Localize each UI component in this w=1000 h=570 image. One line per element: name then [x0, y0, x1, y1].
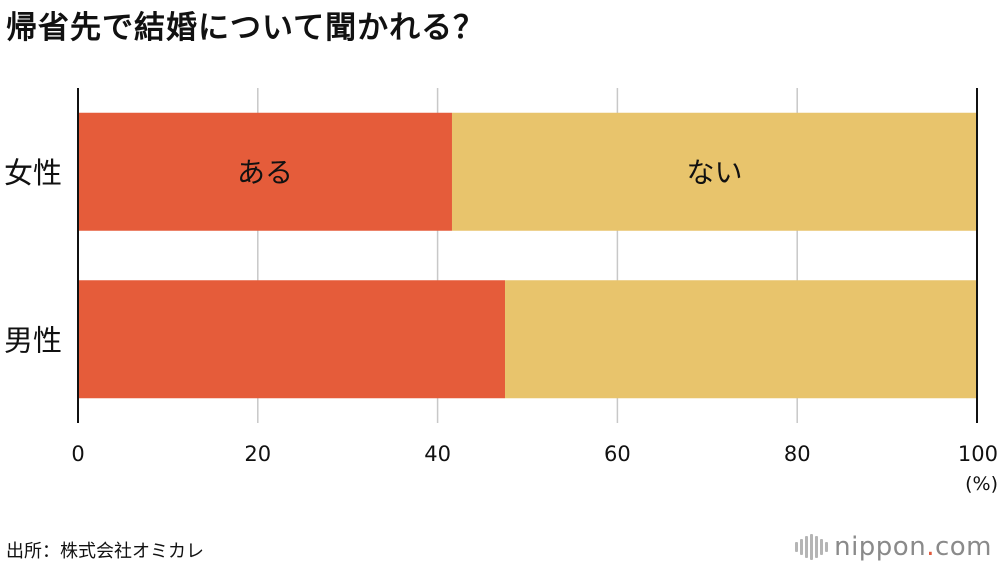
- chart-title: 帰省先で結婚について聞かれる？: [6, 10, 486, 46]
- bar-女性-ない: [451, 112, 977, 231]
- x-tick-label-0: 0: [71, 442, 84, 466]
- logo-name: nippon: [834, 532, 927, 562]
- nippon-logo: nippon.com: [795, 532, 992, 562]
- x-tick-label-60: 60: [604, 442, 631, 466]
- category-label-女性: 女性: [4, 156, 62, 190]
- logo-mark-icon: [795, 534, 829, 560]
- logo-tld: com: [934, 532, 992, 562]
- x-tick-label-100: 100: [958, 442, 998, 466]
- x-tick-label-80: 80: [784, 442, 811, 466]
- x-tick-label-20: 20: [244, 442, 271, 466]
- series-label-ある: ある: [237, 156, 293, 189]
- x-tick-label-40: 40: [424, 442, 451, 466]
- bar-男性-ある: [78, 280, 506, 399]
- category-label-男性: 男性: [4, 323, 62, 357]
- x-axis-unit: (%): [965, 473, 998, 495]
- series-label-ない: ない: [686, 156, 742, 189]
- source-note: 出所：株式会社オミカレ: [6, 541, 204, 562]
- bar-男性-ない: [505, 280, 977, 399]
- logo-dot: .: [926, 532, 935, 562]
- logo-text: nippon.com: [834, 532, 992, 562]
- bar-女性-ある: [78, 112, 452, 231]
